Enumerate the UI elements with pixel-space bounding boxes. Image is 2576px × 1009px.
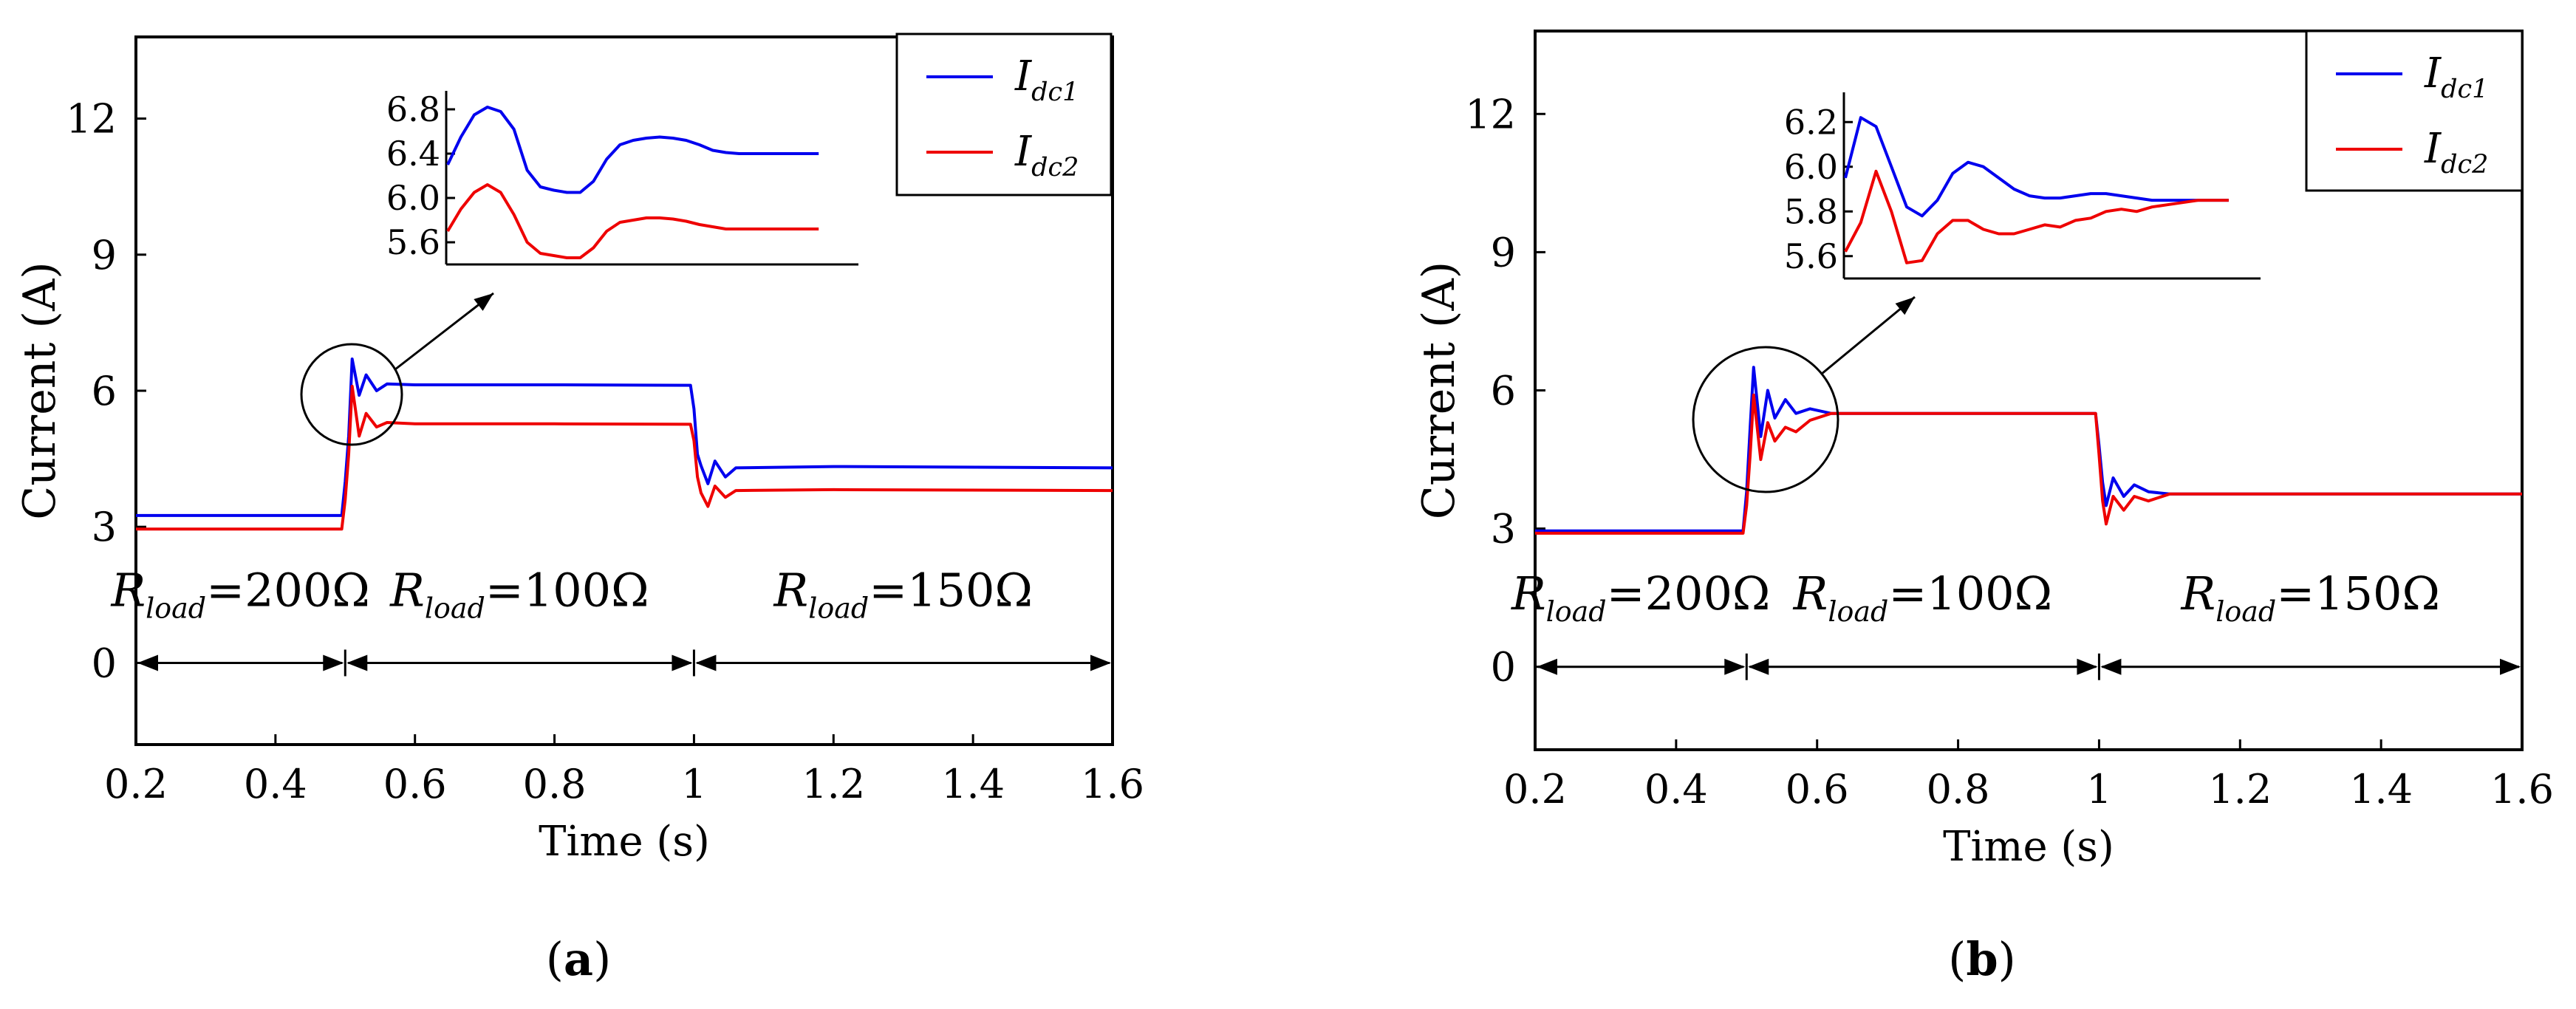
y-tick-label: 6 xyxy=(1491,368,1516,414)
region-label: Rload=200Ω xyxy=(110,564,369,625)
arrowhead-right xyxy=(1724,658,1746,675)
zoom-pointer-head xyxy=(474,293,493,311)
inset-series-line-Idc2 xyxy=(1844,169,2229,264)
x-tick-label: 1 xyxy=(2086,766,2111,813)
inset-y-tick-label: 5.8 xyxy=(1784,191,1838,231)
x-tick-label: 0.2 xyxy=(1503,766,1567,813)
panel-label: (a) xyxy=(546,932,612,986)
panel-label: (b) xyxy=(1948,932,2016,986)
arrowhead-left xyxy=(2100,658,2122,675)
x-tick-label: 1.4 xyxy=(2349,766,2413,813)
x-tick-label: 0.2 xyxy=(104,761,168,807)
legend: Idc1 Idc2 xyxy=(2305,30,2524,192)
series-line-Idc2 xyxy=(136,384,1113,531)
arrowhead-left xyxy=(346,654,368,671)
arrowhead-left xyxy=(695,654,717,671)
region-label: Rload=100Ω xyxy=(389,564,649,625)
zoom-pointer-line xyxy=(394,292,494,371)
inset-y-tick-label: 5.6 xyxy=(386,222,440,262)
y-tick-label: 12 xyxy=(1465,91,1516,137)
series-line-Idc2 xyxy=(1535,393,2522,535)
inset-series-line-Idc1 xyxy=(1844,116,2229,218)
legend-label-dc2: Idc2 xyxy=(2424,125,2488,179)
x-tick-label: 0.4 xyxy=(244,761,307,807)
y-tick-label: 0 xyxy=(92,640,117,686)
arrowhead-left xyxy=(1748,658,1769,675)
legend: Idc1 Idc2 xyxy=(895,33,1113,196)
y-tick-label: 12 xyxy=(66,96,117,143)
x-tick-label: 0.4 xyxy=(1644,766,1708,813)
inset-series-line-Idc1 xyxy=(446,106,819,194)
legend-label-dc1: Idc1 xyxy=(1014,52,1079,107)
zoom-pointer-head xyxy=(1895,297,1915,315)
chart-panel-a: 0.2 0.4 0.6 0.8 1 1.2 1.4 1.6 0 3 6 9 12 Time (s) Curr… xyxy=(14,33,1144,986)
inset-y-tick-label: 6.0 xyxy=(1784,147,1838,187)
inset-y-tick-label: 6.0 xyxy=(386,178,440,218)
arrowhead-left xyxy=(1537,658,1557,675)
legend-label-dc2: Idc2 xyxy=(1014,128,1079,182)
x-tick-label: 1.4 xyxy=(941,761,1005,807)
arrowhead-right xyxy=(1090,654,1111,671)
x-tick-label: 1 xyxy=(681,761,706,807)
arrowhead-left xyxy=(137,654,158,671)
x-axis-label: Time (s) xyxy=(539,818,710,866)
series-line-Idc1 xyxy=(1535,366,2522,533)
legend-label-dc1: Idc1 xyxy=(2424,49,2488,104)
inset-y-tick-label: 6.8 xyxy=(386,89,440,129)
series-line-Idc1 xyxy=(136,358,1113,517)
y-axis-label: Current (A) xyxy=(1413,261,1465,519)
y-tick-label: 9 xyxy=(92,232,117,278)
zoom-circle xyxy=(300,343,403,446)
zoom-pointer-line xyxy=(1821,295,1916,375)
y-axis-label: Current (A) xyxy=(14,261,66,519)
y-tick-label: 9 xyxy=(1491,229,1516,276)
legend-box xyxy=(2305,30,2524,192)
inset-y-tick-label: 6.4 xyxy=(386,134,440,174)
inset-y-tick-label: 6.2 xyxy=(1784,102,1838,142)
x-tick-label: 1.6 xyxy=(1081,761,1144,807)
region-label: Rload=150Ω xyxy=(2181,567,2440,628)
x-axis-label: Time (s) xyxy=(1943,823,2114,871)
inset-plot: 5.66.06.4 6.8 xyxy=(386,89,858,266)
region-label: Rload=100Ω xyxy=(1793,567,2052,628)
y-tick-label: 6 xyxy=(92,368,117,414)
x-tick-label: 1.6 xyxy=(2490,766,2554,813)
x-tick-label: 0.8 xyxy=(523,761,587,807)
legend-box xyxy=(895,33,1113,196)
region-label: Rload=200Ω xyxy=(1511,567,1770,628)
x-tick-label: 0.8 xyxy=(1927,766,1990,813)
x-tick-label: 1.2 xyxy=(802,761,865,807)
zoom-circle xyxy=(1692,346,1839,493)
chart-panel-b: 0.2 0.4 0.6 0.8 1 1.2 1.4 1.6 0 3 6 9 12 Time (s) Curr… xyxy=(1413,30,2554,986)
inset-series-line-Idc2 xyxy=(446,183,819,259)
y-tick-label: 3 xyxy=(1491,506,1516,553)
x-tick-label: 1.2 xyxy=(2208,766,2272,813)
arrowhead-right xyxy=(2500,658,2521,675)
arrowhead-right xyxy=(323,654,344,671)
inset-y-tick-label: 5.6 xyxy=(1784,236,1838,276)
x-tick-label: 0.6 xyxy=(1786,766,1849,813)
x-tick-label: 0.6 xyxy=(383,761,447,807)
arrowhead-right xyxy=(2077,658,2098,675)
arrowhead-right xyxy=(672,654,693,671)
y-tick-label: 3 xyxy=(92,504,117,550)
y-tick-label: 0 xyxy=(1491,644,1516,691)
inset-plot: 5.6 5.86.0 6.2 xyxy=(1784,92,2261,280)
region-label: Rload=150Ω xyxy=(773,564,1033,625)
